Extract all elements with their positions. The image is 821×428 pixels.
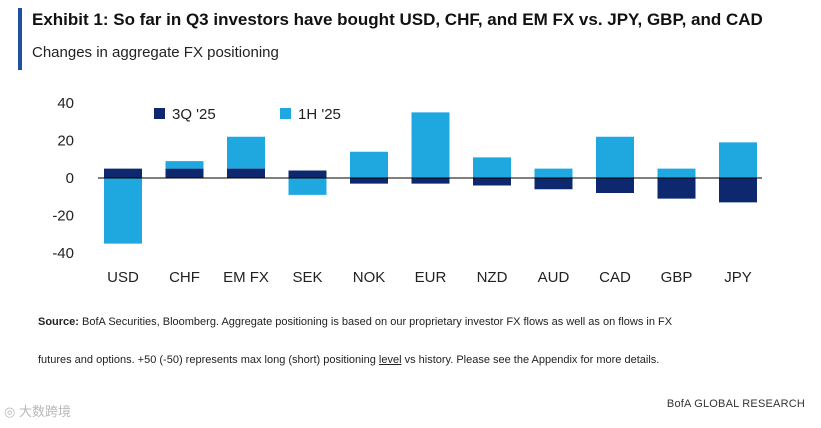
chart-subtitle: Changes in aggregate FX positioning bbox=[32, 44, 279, 61]
bar-q3-jpy bbox=[719, 178, 757, 203]
bar-h1-eur bbox=[411, 112, 450, 178]
x-tick-label: EUR bbox=[415, 269, 447, 286]
watermark-text: 大数跨境 bbox=[18, 404, 71, 419]
legend-label-h1: 1H '25 bbox=[298, 106, 341, 123]
bar-h1-chf bbox=[165, 161, 204, 169]
bar-h1-nok bbox=[350, 151, 388, 178]
source-text: BofA Securities, Bloomberg. Aggregate po… bbox=[82, 316, 673, 328]
note-text-after: vs history. Please see the Appendix for … bbox=[401, 354, 660, 366]
source-label: Source: bbox=[38, 316, 79, 328]
bar-h1-sek bbox=[288, 178, 327, 195]
x-tick-label: CAD bbox=[599, 269, 631, 286]
title-accent-bar bbox=[18, 8, 22, 70]
bar-h1-jpy bbox=[719, 142, 757, 178]
x-tick-label: JPY bbox=[724, 269, 752, 286]
watermark: ◎ 大数跨境 bbox=[4, 401, 71, 420]
legend-label-q3: 3Q '25 bbox=[172, 106, 216, 123]
x-tick-label: AUD bbox=[538, 269, 570, 286]
bar-q3-nok bbox=[350, 178, 388, 184]
y-tick-label: 20 bbox=[57, 133, 74, 150]
bar-q3-gbp bbox=[657, 178, 696, 199]
bar-q3-aud bbox=[534, 178, 573, 190]
bar-h1-gbp bbox=[657, 168, 696, 178]
bar-h1-nzd bbox=[473, 157, 511, 178]
bar-q3-sek bbox=[288, 170, 327, 178]
bar-h1-em-fx bbox=[227, 136, 265, 169]
bar-h1-cad bbox=[596, 136, 634, 178]
watermark-logo-icon: ◎ bbox=[4, 404, 19, 419]
x-tick-label: USD bbox=[107, 269, 139, 286]
x-tick-label: SEK bbox=[292, 269, 322, 286]
chart-title: Exhibit 1: So far in Q3 investors have b… bbox=[32, 10, 763, 29]
note-text-before: futures and options. +50 (-50) represent… bbox=[38, 354, 379, 366]
bar-q3-chf bbox=[165, 168, 204, 178]
source-notes: Source: BofA Securities, Bloomberg. Aggr… bbox=[38, 314, 798, 368]
y-tick-label: 40 bbox=[57, 95, 74, 112]
x-tick-label: GBP bbox=[661, 269, 693, 286]
bar-h1-aud bbox=[534, 168, 573, 178]
bar-q3-eur bbox=[411, 178, 450, 184]
bar-chart: 40 20 0 -20 -40 USD CHF EM FX SEK NOK EUR NZD AUD CAD… bbox=[52, 95, 762, 286]
legend-swatch-q3 bbox=[154, 108, 165, 119]
x-tick-label: NZD bbox=[477, 269, 508, 286]
x-tick-label: EM FX bbox=[223, 269, 269, 286]
x-tick-label: CHF bbox=[169, 269, 200, 286]
bar-h1-usd bbox=[104, 178, 142, 244]
bar-q3-nzd bbox=[473, 178, 511, 186]
y-tick-label: 0 bbox=[66, 170, 74, 187]
legend-swatch-h1 bbox=[280, 108, 291, 119]
source-line-2: futures and options. +50 (-50) represent… bbox=[38, 352, 798, 368]
y-tick-label: -40 bbox=[52, 245, 74, 262]
bar-q3-cad bbox=[596, 178, 634, 193]
source-line-1: Source: BofA Securities, Bloomberg. Aggr… bbox=[38, 314, 798, 330]
bar-q3-usd bbox=[104, 168, 142, 178]
y-tick-label: -20 bbox=[52, 208, 74, 225]
note-underlined-word: level bbox=[378, 354, 402, 366]
bar-q3-em-fx bbox=[227, 168, 265, 178]
x-tick-label: NOK bbox=[353, 269, 386, 286]
brand-label: BofA GLOBAL RESEARCH bbox=[666, 398, 805, 410]
